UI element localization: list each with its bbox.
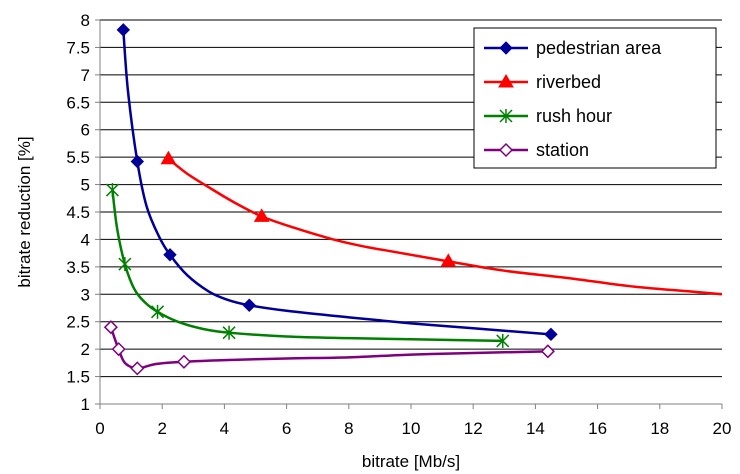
- series-riverbed: [160, 150, 723, 296]
- legend-label: riverbed: [536, 72, 601, 92]
- legend-label: pedestrian area: [536, 38, 662, 58]
- y-tick-label: 1.5: [66, 368, 90, 387]
- x-tick-label: 20: [713, 419, 732, 438]
- x-tick-label: 8: [344, 419, 353, 438]
- data-point: [116, 23, 131, 37]
- y-axis-label: bitrate reduction [%]: [15, 136, 34, 287]
- legend-label: rush hour: [536, 106, 612, 126]
- data-point: [253, 208, 270, 222]
- y-tick-label: 6: [81, 121, 90, 140]
- data-point: [440, 253, 457, 267]
- data-point: [242, 298, 256, 312]
- y-tick-label: 3.5: [66, 258, 90, 277]
- y-tick-label: 4: [81, 230, 90, 249]
- tick-labels: 1 1.5 2 2.5 3 3.5 4 4.5 5 5.5 6 6.5 7 7.5 8 0 2 4 6 8 10 12 14…: [66, 11, 731, 438]
- legend-item: rush hour: [484, 106, 612, 126]
- data-point: [544, 327, 558, 342]
- x-tick-label: 0: [95, 419, 104, 438]
- data-point: [163, 248, 177, 262]
- y-tick-label: 6.5: [66, 93, 90, 112]
- data-point: [103, 320, 118, 335]
- x-tick-label: 10: [402, 419, 421, 438]
- data-point: [498, 74, 514, 88]
- data-point: [176, 354, 192, 369]
- data-point: [151, 304, 165, 319]
- legend-label: station: [536, 140, 589, 160]
- y-tick-label: 2: [81, 340, 90, 359]
- y-tick-label: 5.5: [66, 148, 90, 167]
- series-group: [103, 23, 723, 376]
- x-axis-label: bitrate [Mb/s]: [362, 452, 460, 471]
- x-tick-label: 12: [464, 419, 483, 438]
- data-point: [130, 154, 145, 169]
- data-point: [130, 361, 145, 376]
- data-point: [540, 344, 555, 359]
- y-tick-label: 1: [81, 395, 90, 414]
- legend-item: riverbed: [484, 72, 601, 92]
- x-tick-label: 16: [588, 419, 607, 438]
- data-point: [105, 183, 119, 198]
- data-point: [111, 342, 126, 357]
- data-point: [118, 257, 132, 272]
- data-point: [499, 41, 513, 55]
- series-pedestrian-area: [116, 23, 558, 342]
- legend-item: station: [484, 140, 589, 160]
- y-tick-label: 3: [81, 285, 90, 304]
- x-tick-label: 4: [220, 419, 229, 438]
- data-point: [222, 325, 236, 340]
- y-tick-label: 2.5: [66, 313, 90, 332]
- series-rush-hour: [105, 183, 510, 348]
- data-point: [160, 150, 177, 165]
- y-tick-label: 7.5: [66, 38, 90, 57]
- x-tick-label: 18: [650, 419, 669, 438]
- data-point: [498, 142, 514, 158]
- legend-box: [473, 27, 717, 169]
- y-tick-label: 5: [81, 176, 90, 195]
- data-point: [496, 333, 510, 348]
- x-tick-label: 6: [282, 419, 291, 438]
- series-line: [167, 157, 723, 296]
- y-tick-label: 4.5: [66, 203, 90, 222]
- series-station: [103, 320, 555, 376]
- series-line: [122, 29, 552, 336]
- x-tick-label: 14: [526, 419, 545, 438]
- legend-item: pedestrian area: [484, 38, 662, 58]
- legend: pedestrian area riverbed rush hour station: [473, 27, 717, 169]
- x-tick-label: 2: [157, 419, 166, 438]
- data-point: [499, 109, 513, 123]
- y-tick-label: 8: [81, 11, 90, 30]
- axes: [99, 20, 722, 405]
- y-tick-label: 7: [81, 66, 90, 85]
